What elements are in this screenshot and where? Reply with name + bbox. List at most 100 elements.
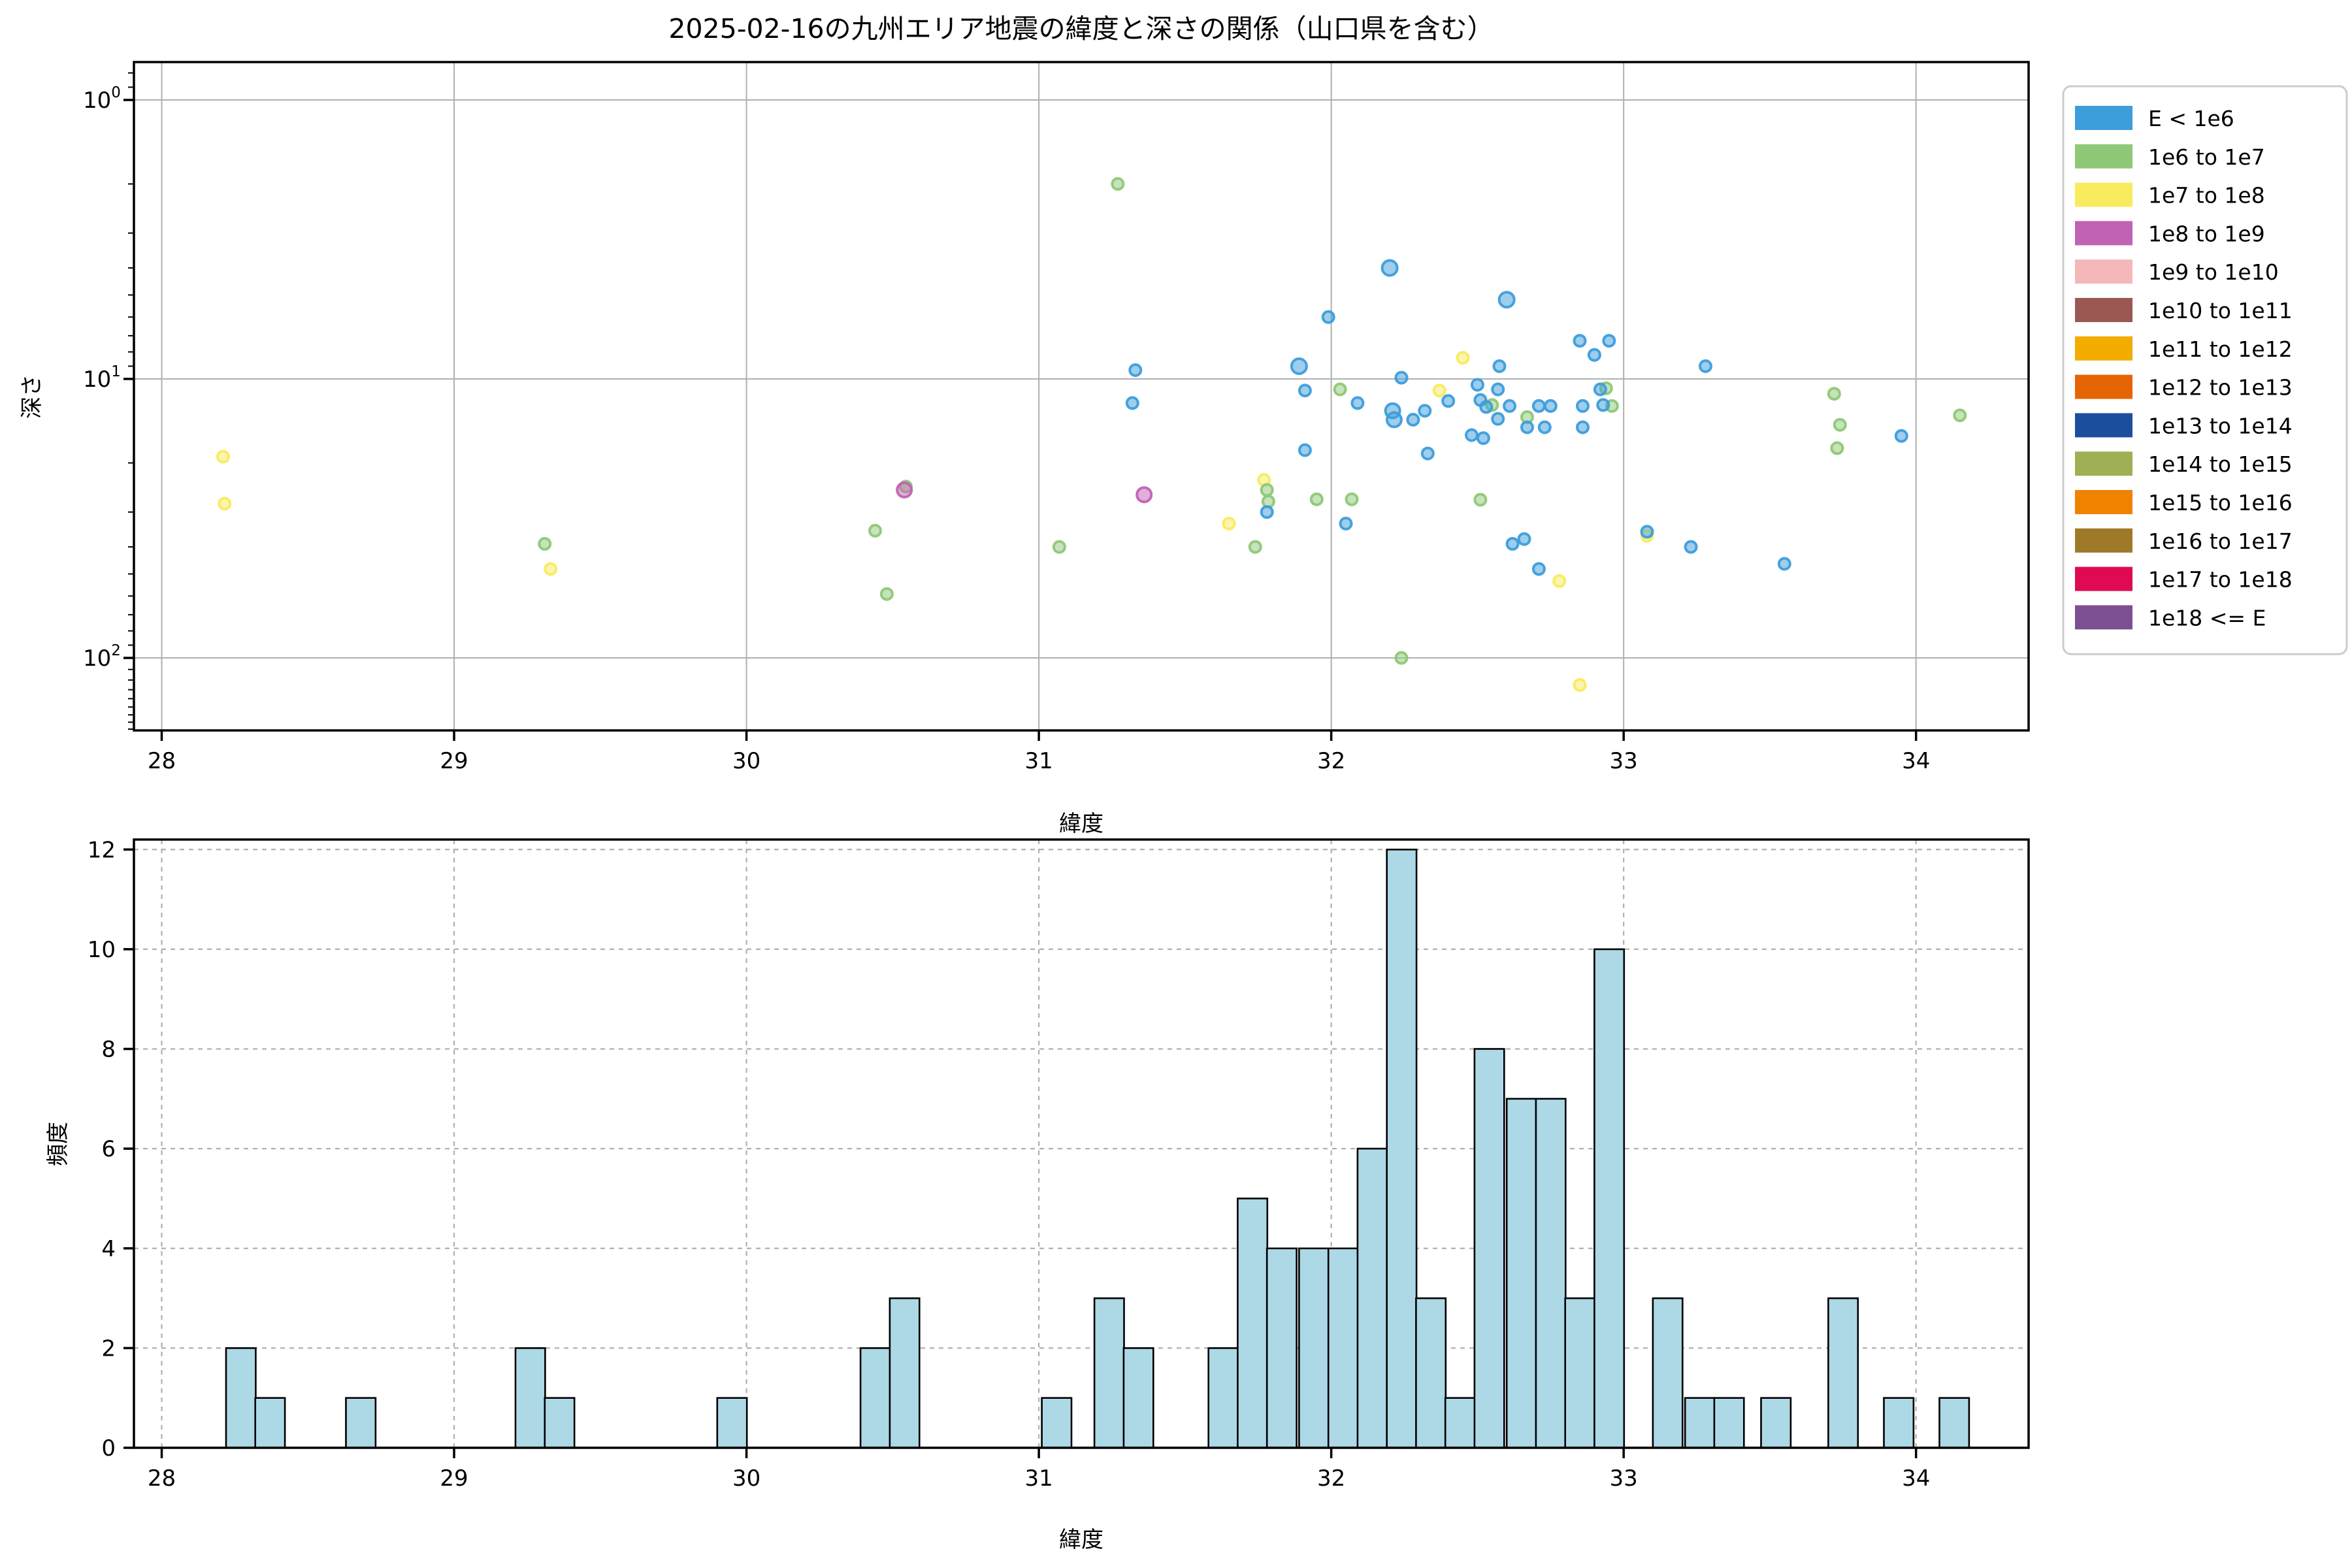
scatter-point xyxy=(1394,651,1409,665)
legend-item: 1e12 to 1e13 xyxy=(2075,374,2293,400)
legend-box xyxy=(2062,85,2348,655)
histogram-spines xyxy=(133,838,2030,1449)
histogram-bar xyxy=(1535,1098,1567,1449)
histogram-bar xyxy=(1237,1198,1269,1449)
histogram-bar xyxy=(1684,1397,1716,1449)
scatter-point xyxy=(538,536,552,551)
legend-item-label: 1e13 to 1e14 xyxy=(2148,413,2293,438)
scatter-point xyxy=(1593,382,1607,397)
histogram-bar xyxy=(1327,1247,1359,1449)
scatter-point xyxy=(1380,259,1399,277)
legend-item: 1e11 to 1e12 xyxy=(2075,336,2293,362)
scatter-point xyxy=(1260,483,1274,497)
histogram-bar xyxy=(859,1347,891,1449)
scatter-point xyxy=(1345,492,1359,506)
legend-item: 1e9 to 1e10 xyxy=(2075,259,2279,285)
histogram-bar xyxy=(1386,849,1418,1449)
scatter-point xyxy=(1830,441,1844,455)
scatter-point xyxy=(1573,334,1587,348)
legend-item-label: 1e10 to 1e11 xyxy=(2148,298,2293,323)
scatter-point xyxy=(1456,351,1470,365)
legend-item: 1e15 to 1e16 xyxy=(2075,490,2293,515)
scatter-x-axis: 28 29 30 31 32 33 34 xyxy=(148,730,1930,774)
scatter-point xyxy=(1953,408,1967,423)
histogram-x-tick-label: 34 xyxy=(1902,1465,1930,1492)
legend-swatch xyxy=(2075,605,2132,630)
scatter-point xyxy=(1827,387,1841,401)
scatter-y-tick-label: 100 xyxy=(83,84,121,114)
scatter-point xyxy=(1497,291,1516,309)
histogram-y-axis: 0 2 4 6 8 10 12 xyxy=(88,837,134,1462)
legend-swatch xyxy=(2075,144,2132,169)
scatter-point xyxy=(216,449,230,464)
histogram-y-tick-label: 2 xyxy=(101,1335,116,1362)
scatter-y-tick-label: 101 xyxy=(83,363,121,393)
legend-item: E < 1e6 xyxy=(2075,106,2234,131)
histogram-bar xyxy=(1827,1297,1859,1449)
histogram-bar xyxy=(345,1397,377,1449)
histogram-x-axis: 28 29 30 31 32 33 34 xyxy=(148,1448,1930,1492)
histogram-bar xyxy=(1356,1147,1388,1449)
histogram-bar xyxy=(716,1397,748,1449)
scatter-point xyxy=(1441,394,1456,408)
legend-item: 1e6 to 1e7 xyxy=(2075,144,2265,170)
legend-swatch xyxy=(2075,374,2132,399)
histogram-bar xyxy=(1938,1397,1970,1449)
legend: E < 1e6 1e6 to 1e7 1e7 to 1e8 1e8 to 1e9 1e9… xyxy=(2062,85,2348,655)
scatter-point xyxy=(1492,359,1507,373)
histogram-bar xyxy=(1266,1247,1298,1449)
legend-item: 1e16 to 1e17 xyxy=(2075,528,2293,554)
histogram-y-tick-label: 6 xyxy=(101,1136,116,1162)
scatter-point xyxy=(1517,532,1531,546)
legend-swatch xyxy=(2075,182,2132,207)
scatter-point xyxy=(1543,399,1558,413)
histogram-y-tick-label: 0 xyxy=(101,1435,116,1462)
histogram-bar xyxy=(1041,1397,1073,1449)
scatter-point xyxy=(1684,540,1698,554)
scatter-point xyxy=(544,562,558,576)
histogram-y-tick-label: 8 xyxy=(101,1037,116,1063)
histogram-x-tick-label: 33 xyxy=(1610,1465,1638,1492)
legend-item: 1e8 to 1e9 xyxy=(2075,221,2265,246)
histogram-bar xyxy=(1593,948,1625,1449)
histogram-bar xyxy=(1207,1347,1239,1449)
histogram-bar xyxy=(254,1397,286,1449)
legend-item-label: 1e18 <= E xyxy=(2148,605,2266,630)
scatter-point xyxy=(1505,536,1520,551)
histogram-bar xyxy=(1883,1397,1915,1449)
scatter-point xyxy=(1573,678,1587,692)
histogram-x-tick-label: 29 xyxy=(440,1465,468,1492)
histogram-bar xyxy=(1760,1397,1792,1449)
legend-item-label: 1e6 to 1e7 xyxy=(2148,144,2265,170)
scatter-x-tick-label: 31 xyxy=(1024,748,1053,774)
scatter-grid xyxy=(134,62,2029,730)
scatter-y-minor-ticks xyxy=(128,72,134,730)
histogram-plot: 28 29 30 31 32 33 34 0 2 4 6 8 10 12 xyxy=(88,837,2030,1492)
scatter-point xyxy=(1602,334,1616,348)
histogram-ylabel: 頻度 xyxy=(45,1122,71,1166)
histogram-bar xyxy=(1093,1297,1125,1449)
scatter-point xyxy=(1465,428,1478,442)
scatter-point xyxy=(1406,412,1420,427)
scatter-x-tick-label: 28 xyxy=(148,748,176,774)
scatter-point xyxy=(1470,378,1484,392)
histogram-x-tick-label: 30 xyxy=(732,1465,760,1492)
histogram-grid xyxy=(134,840,2029,1449)
legend-swatch xyxy=(2075,528,2132,553)
scatter-point xyxy=(1576,420,1590,434)
scatter-point xyxy=(1491,412,1505,426)
scatter-xlabel: 緯度 xyxy=(1059,811,1103,837)
legend-item-label: 1e16 to 1e17 xyxy=(2148,529,2293,554)
legend-swatch xyxy=(2075,336,2132,361)
histogram-bar xyxy=(889,1297,921,1449)
histogram-y-tick-label: 10 xyxy=(88,937,116,963)
scatter-point xyxy=(1420,446,1435,461)
legend-item-label: 1e12 to 1e13 xyxy=(2148,375,2293,400)
histogram-bar xyxy=(1473,1048,1505,1449)
scatter-point xyxy=(1111,177,1125,191)
scatter-point xyxy=(1491,382,1505,397)
histogram-bar xyxy=(1652,1297,1684,1449)
legend-item-label: 1e11 to 1e12 xyxy=(2148,336,2293,362)
histogram-bar xyxy=(1122,1347,1154,1449)
